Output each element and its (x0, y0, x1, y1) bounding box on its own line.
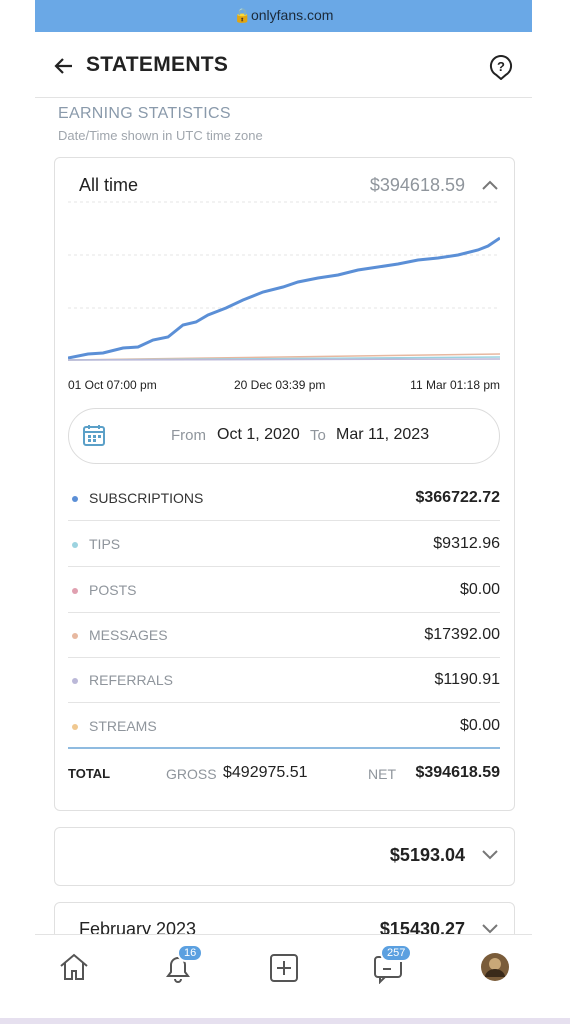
from-date: Oct 1, 2020 (217, 426, 300, 443)
page-title: STATEMENTS (86, 53, 229, 76)
expand-button[interactable] (480, 921, 500, 937)
row-name: POSTS (89, 582, 137, 598)
gross-label: GROSS (166, 766, 217, 782)
to-label: To (310, 427, 326, 444)
row-name: MESSAGES (89, 627, 168, 643)
back-button[interactable] (52, 54, 76, 78)
from-label: From (171, 427, 206, 444)
calendar-icon (83, 425, 105, 446)
x-label: 20 Dec 03:39 pm (234, 378, 326, 392)
row-name: SUBSCRIPTIONS (89, 490, 204, 506)
x-label: 01 Oct 07:00 pm (68, 378, 157, 392)
home-indicator (0, 1018, 570, 1024)
row-name: STREAMS (89, 718, 157, 734)
net-amount: $394618.59 (415, 764, 500, 781)
row: REFERRALS $1190.91 (68, 658, 500, 703)
date-range[interactable] (68, 408, 500, 464)
badge: 257 (380, 944, 413, 962)
row: POSTS $0.00 (68, 568, 500, 613)
section-subtitle: Date/Time shown in UTC time zone (58, 128, 263, 143)
period: All time (79, 175, 139, 195)
row: MESSAGES $17392.00 (68, 613, 500, 658)
row-amount: $0.00 (459, 717, 500, 734)
row-amount: $17392.00 (424, 626, 500, 643)
row: SUBSCRIPTIONS $366722.72 (68, 476, 500, 521)
profile-avatar[interactable] (480, 952, 510, 982)
total-label: TOTAL (68, 766, 111, 781)
to-date: Mar 11, 2023 (336, 426, 430, 443)
row-amount: $1190.91 (434, 671, 500, 688)
collapse-button[interactable] (480, 177, 500, 193)
section-title: EARNING STATISTICS (58, 105, 231, 122)
home-icon[interactable] (58, 952, 90, 982)
expand-button[interactable] (480, 847, 500, 863)
row: TIPS $9312.96 (68, 522, 500, 567)
earnings-chart (68, 201, 500, 361)
badge: 16 (177, 944, 204, 962)
row-amount: $366722.72 (415, 489, 500, 506)
svg-text:?: ? (497, 59, 505, 74)
url: onlyfans.com (250, 7, 334, 23)
row-amount: $9312.96 (433, 535, 500, 552)
month-amount: $5193.04 (389, 845, 465, 865)
gross-amount: $492975.51 (223, 764, 308, 781)
help-button[interactable]: ? (489, 54, 513, 80)
add-icon[interactable] (268, 952, 300, 984)
row-name: REFERRALS (89, 672, 174, 688)
month-card[interactable] (54, 827, 515, 886)
row-name: TIPS (89, 536, 121, 552)
row: STREAMS $0.00 (68, 704, 500, 749)
row-amount: $0.00 (459, 581, 500, 598)
period-amount: $394618.59 (369, 175, 465, 195)
url-bar[interactable]: 🔒onlyfans.com (35, 0, 532, 32)
net-label: NET (368, 766, 396, 782)
divider (35, 97, 532, 98)
x-label: 11 Mar 01:18 pm (410, 378, 500, 392)
